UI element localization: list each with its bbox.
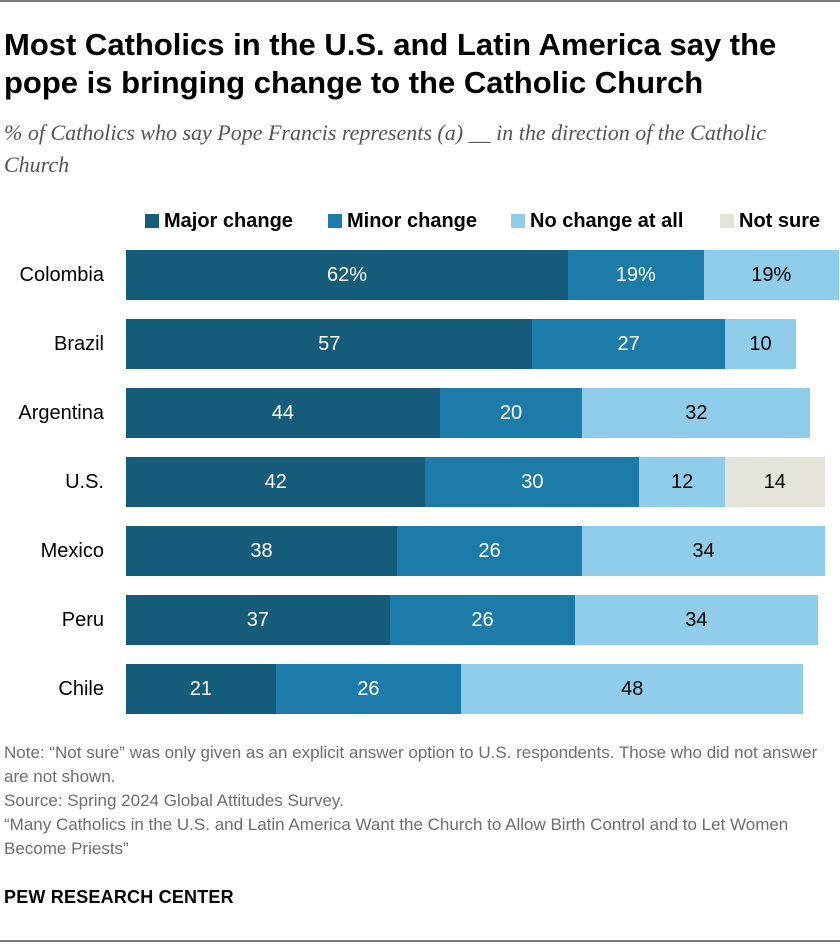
data-label: 26	[478, 539, 501, 562]
legend-swatch-major	[145, 214, 159, 228]
data-label: 27	[617, 332, 640, 355]
bar-segment-major: 57	[126, 319, 533, 369]
top-rule	[0, 0, 840, 2]
legend-label-notsure: Not sure	[739, 210, 821, 232]
legend-swatch-notsure	[720, 214, 734, 228]
data-label: 20	[499, 401, 523, 424]
bar-segment-minor: 19%	[568, 250, 704, 300]
chart-subtitle: % of Catholics who say Pope Francis repr…	[4, 120, 766, 177]
data-label: 26	[471, 608, 494, 631]
data-label: 32	[685, 401, 708, 424]
row-label: Chile	[58, 678, 104, 700]
data-label: 14	[763, 470, 786, 493]
bar-segment-none: 34	[575, 595, 818, 645]
bar-segment-minor: 26	[275, 664, 462, 714]
data-label: 42	[264, 470, 287, 493]
source-text: Source: Spring 2024 Global Attitudes Sur…	[4, 791, 344, 810]
stacked-bar-chart: Colombia 62% 19% 19% Brazil 57 27 10 Argentina 44…	[0, 250, 840, 720]
bar-segment-none: 34	[582, 526, 825, 576]
data-label: 57	[318, 332, 341, 355]
data-label: 10	[749, 332, 772, 355]
row-label: U.S.	[65, 471, 104, 493]
bar-segment-none: 32	[582, 388, 811, 438]
data-label: 62%	[327, 263, 368, 286]
data-label: 26	[357, 677, 380, 700]
data-label: 12	[671, 470, 694, 493]
row-label: Peru	[61, 609, 104, 631]
bar-segment-minor: 26	[396, 526, 583, 576]
data-label: 19%	[615, 263, 656, 286]
data-label: 19%	[751, 263, 792, 286]
bar-segment-major: 44	[126, 388, 440, 438]
bar-segment-none: 19%	[703, 250, 839, 300]
bar-segment-major: 21	[126, 664, 276, 714]
bar-segment-minor: 30	[425, 457, 640, 507]
bar-segment-minor: 27	[532, 319, 725, 369]
legend-swatch-minor	[328, 214, 342, 228]
row-label: Argentina	[18, 402, 104, 424]
legend-label-minor: Minor change	[347, 210, 478, 232]
data-label: 44	[271, 401, 294, 424]
chart-notes: Note: “Not sure” was only given as an ex…	[4, 741, 836, 861]
report-title-text: “Many Catholics in the U.S. and Latin Am…	[4, 815, 789, 858]
data-label: 21	[189, 677, 212, 700]
bar-segment-major: 37	[126, 595, 390, 645]
bar-segment-none: 12	[639, 457, 725, 507]
data-label: 38	[250, 539, 273, 562]
data-label: 34	[692, 539, 715, 562]
bar-segment-none: 10	[724, 319, 797, 369]
bar-segment-major: 42	[126, 457, 426, 507]
data-label: 34	[685, 608, 708, 631]
data-label: 30	[521, 470, 544, 493]
legend-label-none: No change at all	[530, 210, 684, 232]
chart-title: Most Catholics in the U.S. and Latin Ame…	[4, 27, 777, 100]
row-label: Mexico	[40, 540, 104, 562]
note-text: Note: “Not sure” was only given as an ex…	[4, 743, 818, 786]
bottom-rule	[0, 940, 840, 942]
bar-segment-notsure: 14	[724, 457, 825, 507]
row-label: Colombia	[19, 264, 104, 286]
pew-research-center-logo: PEW RESEARCH CENTER	[4, 887, 234, 907]
row-label: Brazil	[53, 333, 104, 355]
bar-segment-major: 38	[126, 526, 397, 576]
bar-segment-minor: 20	[439, 388, 583, 438]
legend-label-major: Major change	[164, 210, 293, 232]
bar-segment-none: 48	[461, 664, 804, 714]
data-label: 37	[246, 608, 270, 631]
bar-segment-minor: 26	[389, 595, 576, 645]
bar-segment-major: 62%	[126, 250, 569, 300]
data-label: 48	[621, 677, 644, 700]
legend-swatch-none	[511, 214, 525, 228]
